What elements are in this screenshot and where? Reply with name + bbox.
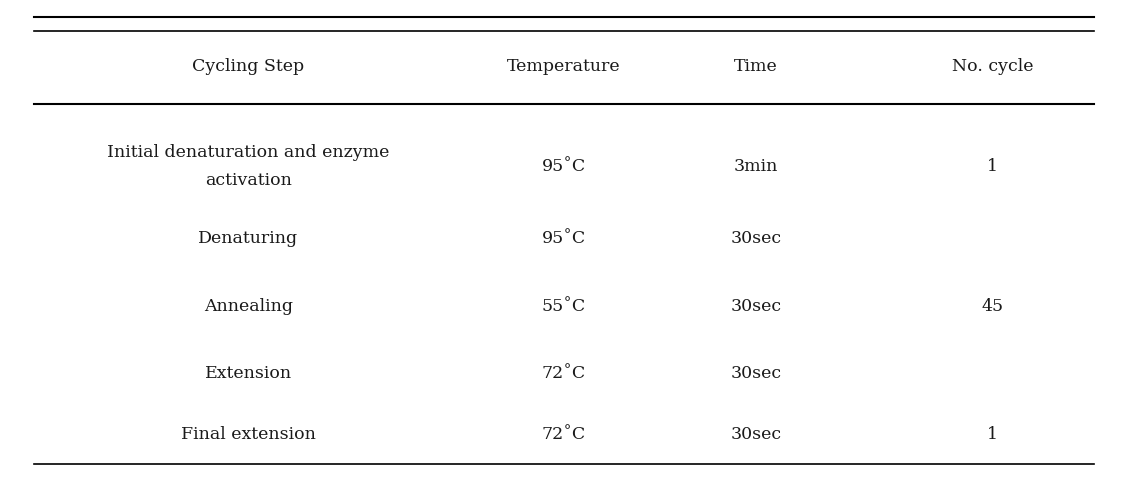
Text: Annealing: Annealing bbox=[204, 297, 292, 315]
Text: Time: Time bbox=[734, 58, 777, 75]
Text: 30sec: 30sec bbox=[730, 297, 782, 315]
Text: Temperature: Temperature bbox=[508, 58, 620, 75]
Text: 30sec: 30sec bbox=[730, 426, 782, 443]
Text: 72˚C: 72˚C bbox=[541, 365, 587, 382]
Text: 30sec: 30sec bbox=[730, 365, 782, 382]
Text: Extension: Extension bbox=[204, 365, 292, 382]
Text: 72˚C: 72˚C bbox=[541, 426, 587, 443]
Text: Cycling Step: Cycling Step bbox=[192, 58, 305, 75]
Text: activation: activation bbox=[204, 172, 292, 189]
Text: 1: 1 bbox=[987, 426, 998, 443]
Text: 95˚C: 95˚C bbox=[541, 158, 587, 175]
Text: 30sec: 30sec bbox=[730, 230, 782, 247]
Text: No. cycle: No. cycle bbox=[952, 58, 1033, 75]
Text: Final extension: Final extension bbox=[180, 426, 316, 443]
Text: 3min: 3min bbox=[733, 158, 778, 175]
Text: 55˚C: 55˚C bbox=[541, 297, 587, 315]
Text: Denaturing: Denaturing bbox=[199, 230, 298, 247]
Text: 45: 45 bbox=[981, 297, 1004, 315]
Text: Initial denaturation and enzyme: Initial denaturation and enzyme bbox=[107, 144, 389, 161]
Text: 95˚C: 95˚C bbox=[541, 230, 587, 247]
Text: 1: 1 bbox=[987, 158, 998, 175]
